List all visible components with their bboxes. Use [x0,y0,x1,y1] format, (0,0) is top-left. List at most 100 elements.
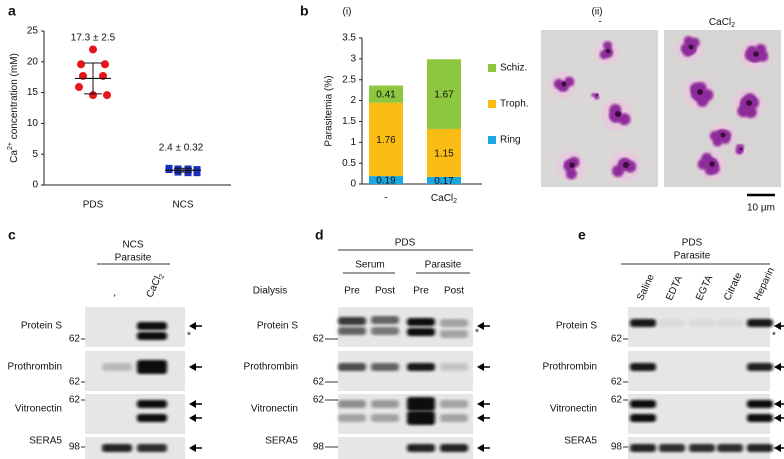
legend-label: Schiz. [500,63,527,74]
size-marker: 62 [69,395,81,406]
band [717,319,743,327]
cell-core [596,94,598,96]
image-label: CaCl2 [709,17,735,30]
band [747,400,773,408]
size-marker: 98 [611,442,623,453]
band [440,414,468,422]
legend-swatch [488,64,496,72]
legend-swatch [488,136,496,144]
arrow [477,444,484,452]
band [689,444,715,452]
bar-label: 1.15 [434,149,454,160]
band [747,414,773,422]
blot-header: Parasite [674,251,711,262]
panel-letter: a [8,3,16,19]
band [407,411,435,425]
band-note: * [475,328,479,339]
cell-core [615,111,621,117]
band [338,363,366,371]
x-tick-label: - [384,193,387,204]
y-tick-label: 0.5 [342,158,356,169]
band [630,444,656,452]
band [407,397,435,411]
cell-core [739,147,743,151]
band [747,444,773,452]
blot-strip [85,437,185,459]
band [440,444,468,452]
band [137,444,167,452]
row-label: SERA5 [265,436,298,447]
point [75,83,83,92]
bar-label: 0.17 [434,176,454,187]
panel-letter: c [8,227,16,243]
size-marker: 62 [69,334,81,345]
panel-letter: b [300,3,309,19]
text-part: 2 [453,198,457,205]
row-label: Prothrombin [543,362,597,373]
band [689,319,715,327]
band [371,363,399,371]
size-marker: 98 [313,442,325,453]
cell-core [720,132,726,138]
band [137,332,167,340]
band [440,363,468,371]
band [630,414,656,422]
row-label: Vitronectin [251,404,298,415]
band [407,444,435,452]
point [101,60,109,69]
cell-core [569,162,575,168]
bar-segment [427,128,461,177]
y-tick-label: 10 [27,118,39,129]
arrow [774,363,781,371]
bar-segment [427,176,461,184]
point [103,91,111,100]
y-tick-label: 3 [350,53,356,64]
arrow [477,414,484,422]
cell-body [696,94,709,107]
panel-subtitle: (i) [343,7,352,18]
band [102,444,132,452]
band [630,319,656,327]
band [338,317,366,325]
band [371,400,399,408]
band [338,414,366,422]
band [407,318,435,326]
bar-segment [369,102,403,177]
x-tick-label: CaCl2 [431,193,457,206]
image-label: - [598,17,601,28]
text-part: 2+ [7,142,14,150]
arrow [477,363,484,371]
group-header: Parasite [425,260,462,271]
bar-label: 0.19 [376,176,396,187]
row-label: Protein S [257,321,298,332]
bar-label: 0.41 [376,90,396,101]
bar-label: 1.76 [376,135,396,146]
y-tick-label: 1.5 [342,116,356,127]
cell-body [737,105,750,118]
legend-label: Troph. [500,99,529,110]
cell-core [623,162,629,168]
blot-header: PDS [682,238,703,249]
size-marker: 62 [69,377,81,388]
y-tick-label: 0 [32,180,38,191]
lane-label: Saline [635,272,657,302]
band-note: * [187,331,191,342]
size-marker: 62 [313,395,325,406]
band [102,363,132,371]
y-axis-label: Parasitemia (%) [324,75,335,146]
legend-label: Ring [500,135,521,146]
band [338,327,366,335]
blot-header: NCS [122,240,143,251]
bar-segment [427,59,461,129]
cell-core [561,81,567,87]
arrow [774,444,781,452]
lane-label: EGTA [694,273,715,302]
lane-label: Pre [413,286,429,297]
row-title: Dialysis [253,286,287,297]
cell-core [697,89,703,95]
text-part: 2 [159,273,167,280]
band [137,400,167,408]
lane-label: Pre [344,286,360,297]
group-header: Serum [355,260,384,271]
cell-body [603,41,613,51]
